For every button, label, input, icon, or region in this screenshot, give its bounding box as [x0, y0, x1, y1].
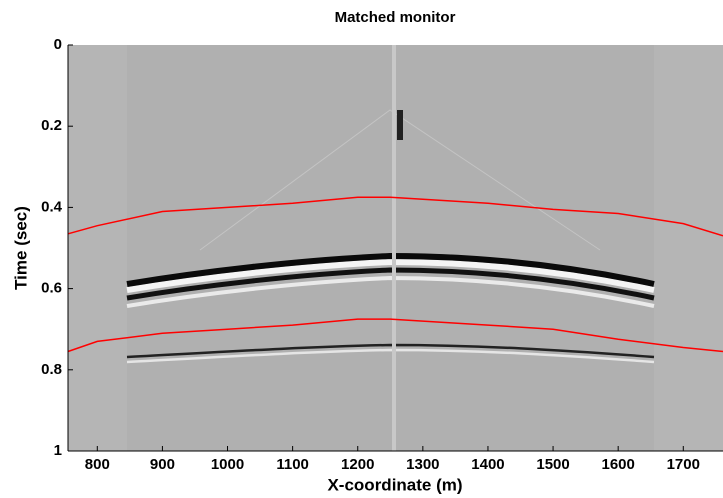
chart-title: Matched monitor	[335, 9, 456, 26]
event-black	[126, 252, 655, 287]
event-white	[126, 258, 655, 293]
y-tick-label: 0.2	[41, 117, 62, 134]
trace-gap	[392, 45, 396, 451]
y-tick-label: 1	[54, 442, 62, 459]
y-tick-label: 0	[54, 36, 62, 53]
horizon-line	[67, 196, 723, 237]
noise-spike	[397, 110, 403, 140]
image-section	[127, 45, 654, 451]
x-tick-label: 800	[85, 456, 110, 473]
event-white	[126, 348, 655, 364]
event-white	[126, 275, 655, 308]
horizon-line	[67, 318, 723, 353]
event-black	[126, 343, 655, 359]
y-tick-label: 0.8	[41, 361, 62, 378]
x-tick-label: 900	[150, 456, 175, 473]
x-tick-label: 1700	[667, 456, 700, 473]
event-black	[126, 267, 655, 301]
x-tick-label: 1300	[406, 456, 439, 473]
y-axis-label: Time (sec)	[11, 206, 30, 290]
y-tick-label: 0.4	[41, 198, 63, 215]
x-tick-label: 1400	[471, 456, 504, 473]
x-tick-label: 1100	[276, 456, 309, 473]
seismic-image	[68, 45, 723, 451]
x-tick-label: 1500	[536, 456, 569, 473]
y-tick-label: 0.6	[41, 280, 62, 297]
x-tick-label: 1200	[341, 456, 374, 473]
diffraction	[199, 109, 601, 251]
x-axis-label: X-coordinate (m)	[327, 475, 462, 494]
x-tick-label: 1000	[211, 456, 244, 473]
x-tick-label: 1600	[601, 456, 634, 473]
